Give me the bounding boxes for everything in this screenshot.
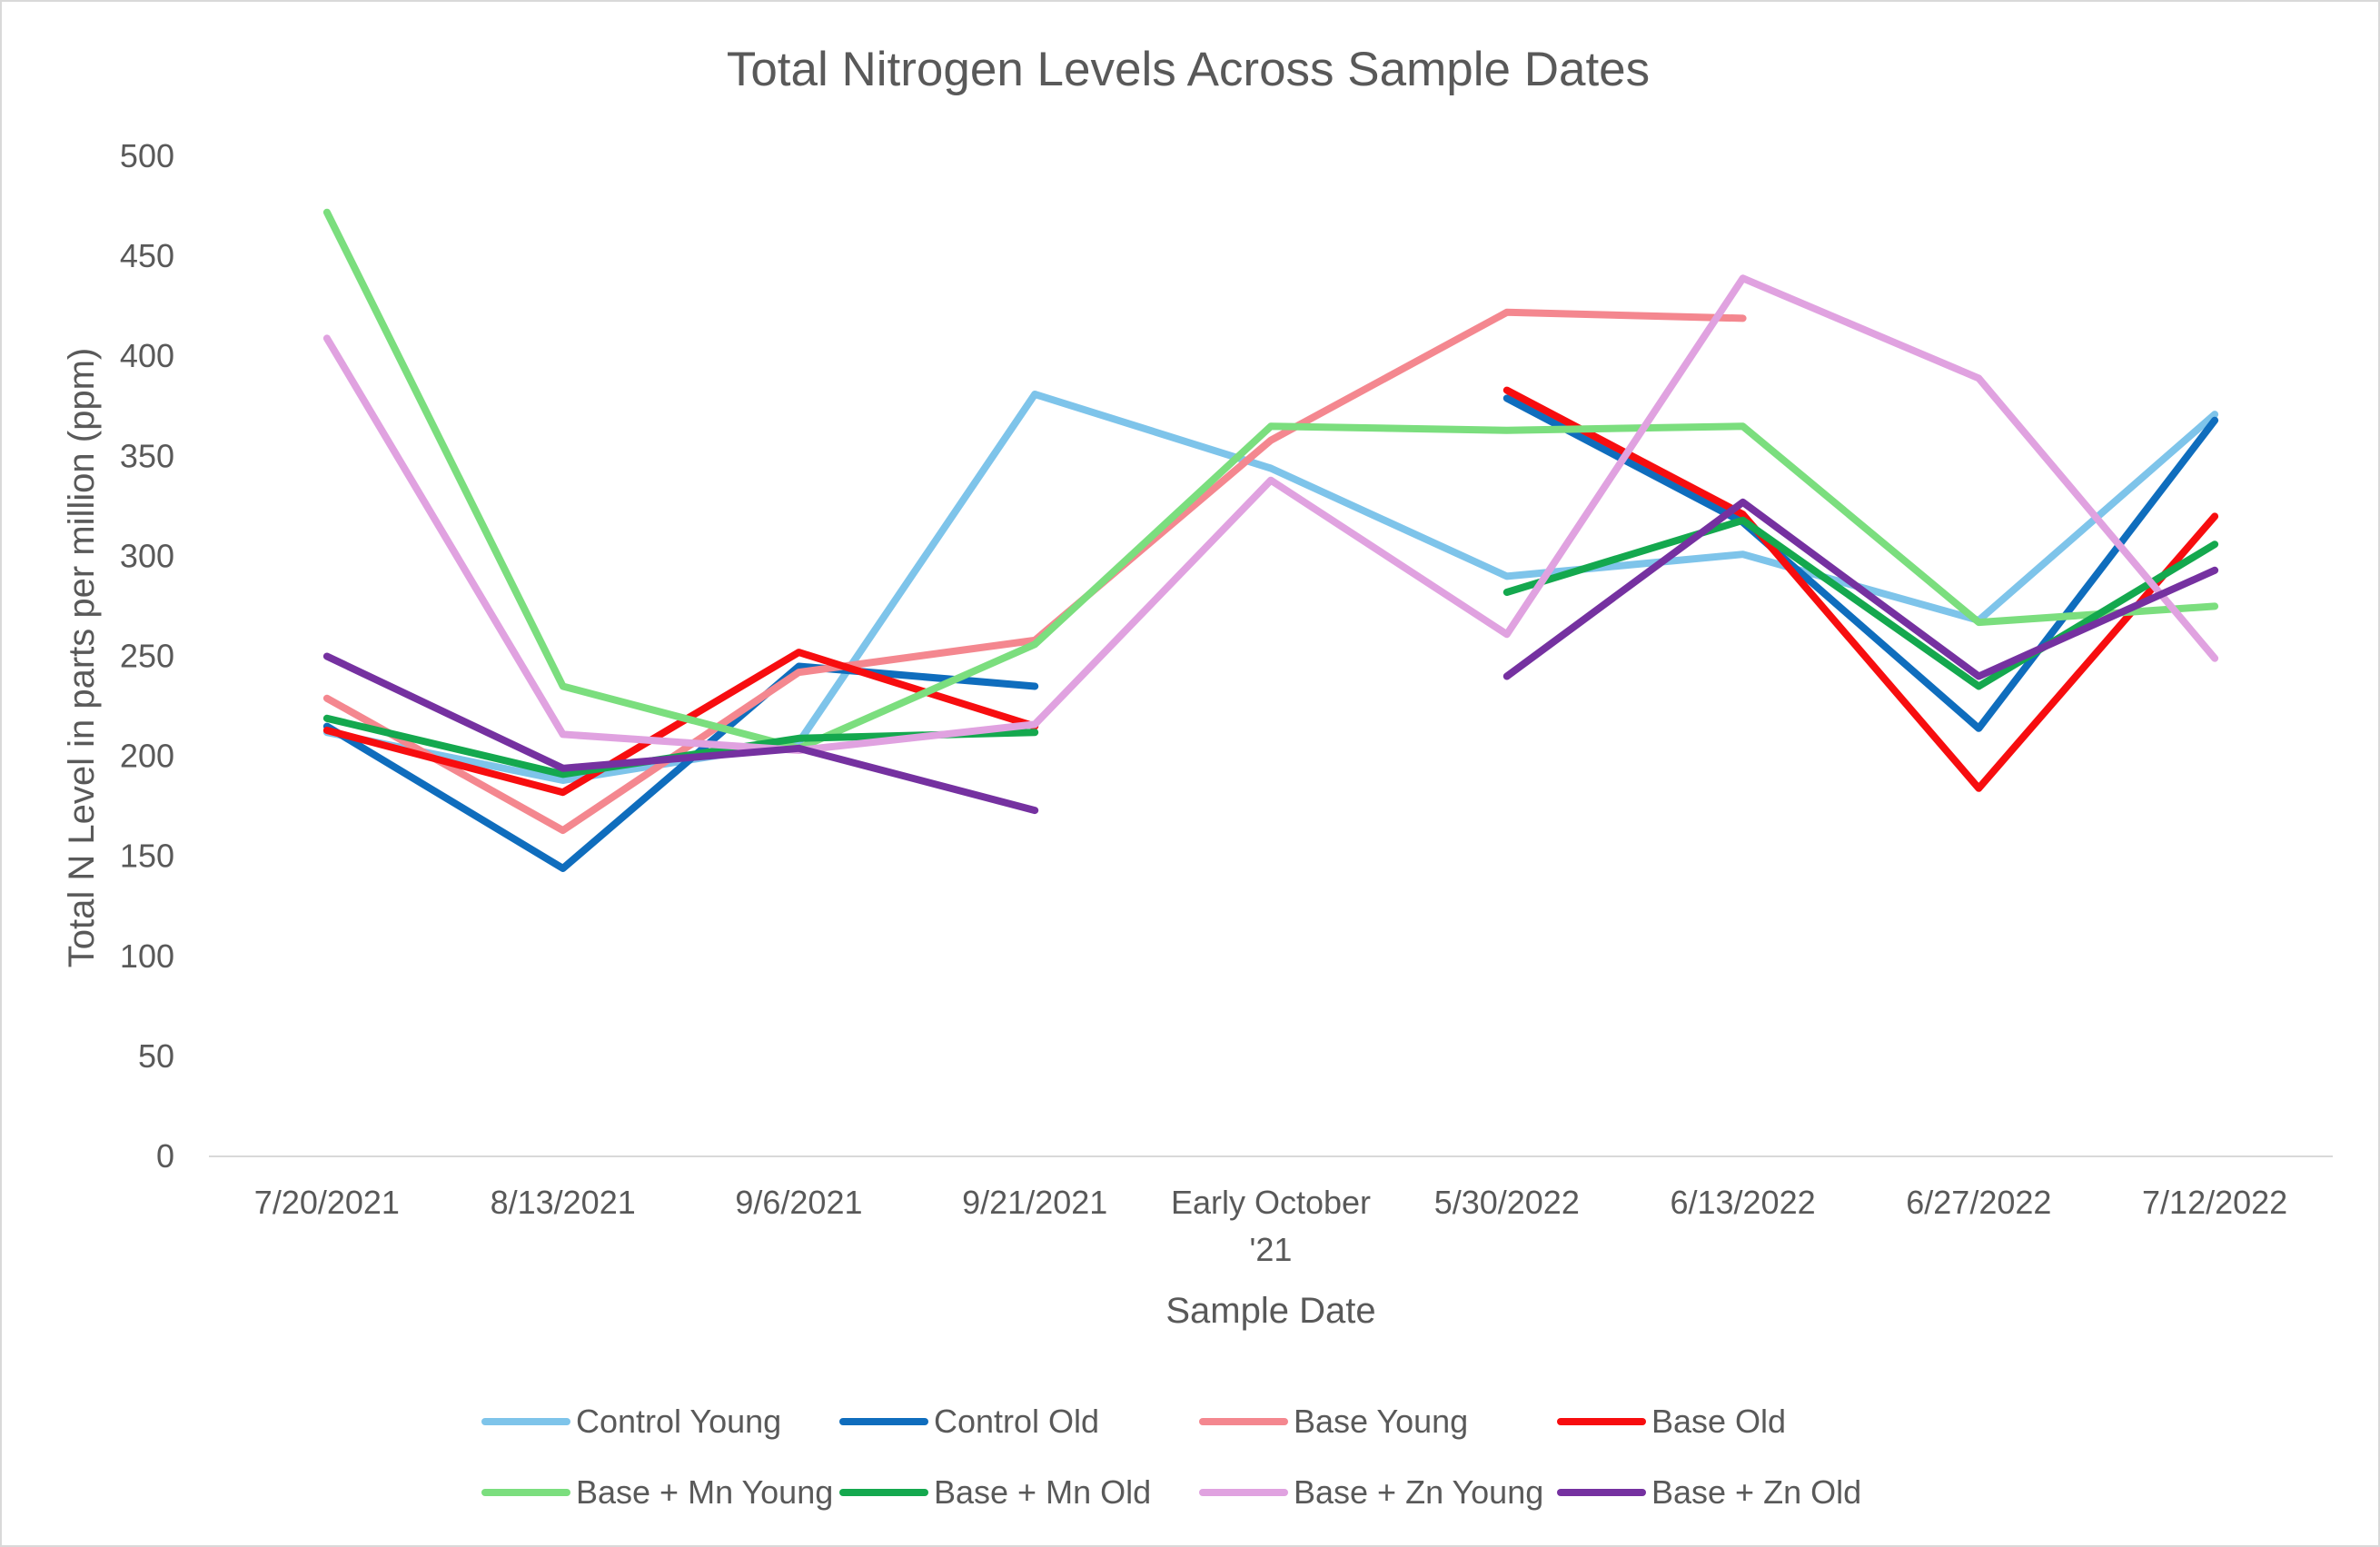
y-axis-title: Total N Level in parts per million (ppm) xyxy=(62,348,102,967)
x-tick-label: 7/12/2022 xyxy=(2142,1184,2287,1221)
y-tick-label: 0 xyxy=(156,1137,174,1175)
series-segment xyxy=(322,662,1039,872)
legend-item: Base + Zn Old xyxy=(1557,1473,1861,1511)
x-axis-ticks: 7/20/2021 8/13/2021 9/6/2021 9/21/2021 Early… xyxy=(254,1184,2287,1268)
legend-item: Base + Mn Young xyxy=(481,1473,833,1511)
series-line xyxy=(322,386,2219,797)
legend-item: Base Old xyxy=(1557,1403,1786,1440)
series-line xyxy=(322,391,2219,784)
series-segment xyxy=(322,208,2219,752)
x-tick-label: 9/6/2021 xyxy=(735,1184,862,1221)
y-tick-label: 350 xyxy=(120,437,174,474)
legend: Control Young Control Old Base Young Base O… xyxy=(481,1403,1861,1511)
y-tick-label: 500 xyxy=(120,137,174,174)
chart-title: Total Nitrogen Levels Across Sample Date… xyxy=(727,43,1650,96)
x-axis-title: Sample Date xyxy=(1165,1291,1375,1331)
x-tick-label: 8/13/2021 xyxy=(491,1184,636,1221)
y-tick-label: 50 xyxy=(138,1037,174,1075)
legend-label: Control Old xyxy=(934,1403,1099,1440)
series-segment xyxy=(322,652,1039,815)
x-tick-label: 7/20/2021 xyxy=(254,1184,400,1221)
legend-label: Base + Zn Young xyxy=(1294,1473,1543,1511)
series-line xyxy=(322,274,2219,754)
legend-label: Base Young xyxy=(1294,1403,1468,1440)
legend-label: Base + Mn Old xyxy=(934,1473,1151,1511)
x-tick-label: 6/27/2022 xyxy=(1906,1184,2051,1221)
y-tick-label: 100 xyxy=(120,937,174,975)
legend-item: Base + Zn Young xyxy=(1199,1473,1543,1511)
series-segment xyxy=(1502,498,2219,680)
legend-item: Base + Mn Old xyxy=(839,1473,1151,1511)
legend-item: Control Old xyxy=(839,1403,1099,1440)
series-line xyxy=(322,498,2219,815)
y-tick-label: 450 xyxy=(120,237,174,274)
legend-item: Control Young xyxy=(481,1403,781,1440)
series-segment xyxy=(322,274,2219,754)
series-line xyxy=(322,208,2219,752)
x-tick-label: 5/30/2022 xyxy=(1434,1184,1580,1221)
y-tick-label: 300 xyxy=(120,537,174,574)
legend-label: Control Young xyxy=(576,1403,781,1440)
y-tick-label: 250 xyxy=(120,638,174,675)
y-tick-label: 200 xyxy=(120,738,174,775)
legend-label: Base Old xyxy=(1651,1403,1786,1440)
y-tick-label: 400 xyxy=(120,337,174,374)
legend-label: Base + Zn Old xyxy=(1651,1473,1861,1511)
y-tick-label: 150 xyxy=(120,838,174,875)
legend-label: Base + Mn Young xyxy=(576,1473,833,1511)
series-lines xyxy=(322,208,2219,872)
series-segment xyxy=(322,391,2219,784)
legend-item: Base Young xyxy=(1199,1403,1468,1440)
series-segment xyxy=(322,649,1039,797)
x-tick-label: Early October '21 xyxy=(1171,1184,1371,1268)
x-tick-label: 6/13/2022 xyxy=(1670,1184,1815,1221)
series-segment xyxy=(1502,516,2219,690)
y-axis-ticks: 0 50 100 150 200 250 300 350 400 450 500 xyxy=(120,137,174,1175)
x-tick-label: 9/21/2021 xyxy=(962,1184,1107,1221)
